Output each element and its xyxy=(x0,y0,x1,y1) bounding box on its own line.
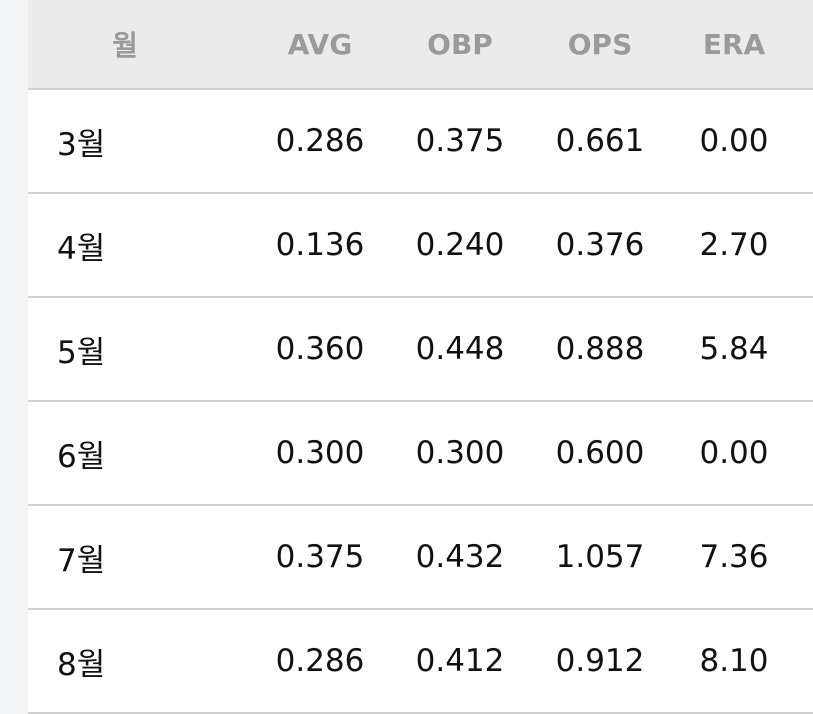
stat-cell: 0.912 xyxy=(555,643,645,679)
header-cell: AVG xyxy=(287,27,353,61)
month-cell: 7월 xyxy=(57,542,106,579)
stat-cell: 5.84 xyxy=(699,331,769,367)
stat-cell: 0.432 xyxy=(415,539,505,575)
stat-cell: 1.057 xyxy=(555,539,645,575)
header-row: 월 AVG OBP OPS ERA xyxy=(28,0,813,90)
header-cell: ERA xyxy=(702,27,766,61)
stat-cell: 8.10 xyxy=(699,643,769,679)
stat-cell: 0.600 xyxy=(555,435,645,471)
table-row: 3월 0.286 0.375 0.661 0.00 xyxy=(28,90,813,194)
stat-cell: 0.136 xyxy=(275,227,365,263)
stat-cell: 0.375 xyxy=(275,539,365,575)
header-cell: 월 xyxy=(112,29,138,62)
stat-cell: 0.300 xyxy=(415,435,505,471)
stat-cell: 0.376 xyxy=(555,227,645,263)
month-cell: 4월 xyxy=(57,230,106,267)
month-cell: 3월 xyxy=(57,126,106,163)
table-row: 7월 0.375 0.432 1.057 7.36 xyxy=(28,506,813,610)
stat-cell: 0.661 xyxy=(555,123,645,159)
stat-cell: 0.300 xyxy=(275,435,365,471)
month-cell: 5월 xyxy=(57,334,106,371)
table-row: 6월 0.300 0.300 0.600 0.00 xyxy=(28,402,813,506)
table-row: 8월 0.286 0.412 0.912 8.10 xyxy=(28,610,813,714)
stat-cell: 0.448 xyxy=(415,331,505,367)
stat-cell: 0.00 xyxy=(699,123,769,159)
header-cell: OPS xyxy=(567,27,633,61)
month-cell: 6월 xyxy=(57,438,106,475)
stat-cell: 0.00 xyxy=(699,435,769,471)
stat-cell: 0.375 xyxy=(415,123,505,159)
stat-cell: 0.240 xyxy=(415,227,505,263)
stat-cell: 0.286 xyxy=(275,123,365,159)
table-row: 5월 0.360 0.448 0.888 5.84 xyxy=(28,298,813,402)
stat-cell: 0.888 xyxy=(555,331,645,367)
stat-cell: 7.36 xyxy=(699,539,769,575)
header-cell: OBP xyxy=(427,27,493,61)
stat-cell: 0.360 xyxy=(275,331,365,367)
stat-cell: 0.412 xyxy=(415,643,505,679)
stat-cell: 0.286 xyxy=(275,643,365,679)
stat-cell: 2.70 xyxy=(699,227,769,263)
month-cell: 8월 xyxy=(57,646,106,683)
stats-table: 월 AVG OBP OPS ERA 3월 0.286 0.375 0.661 0.00 4월 0.13… xyxy=(28,0,813,714)
table-row: 4월 0.136 0.240 0.376 2.70 xyxy=(28,194,813,298)
